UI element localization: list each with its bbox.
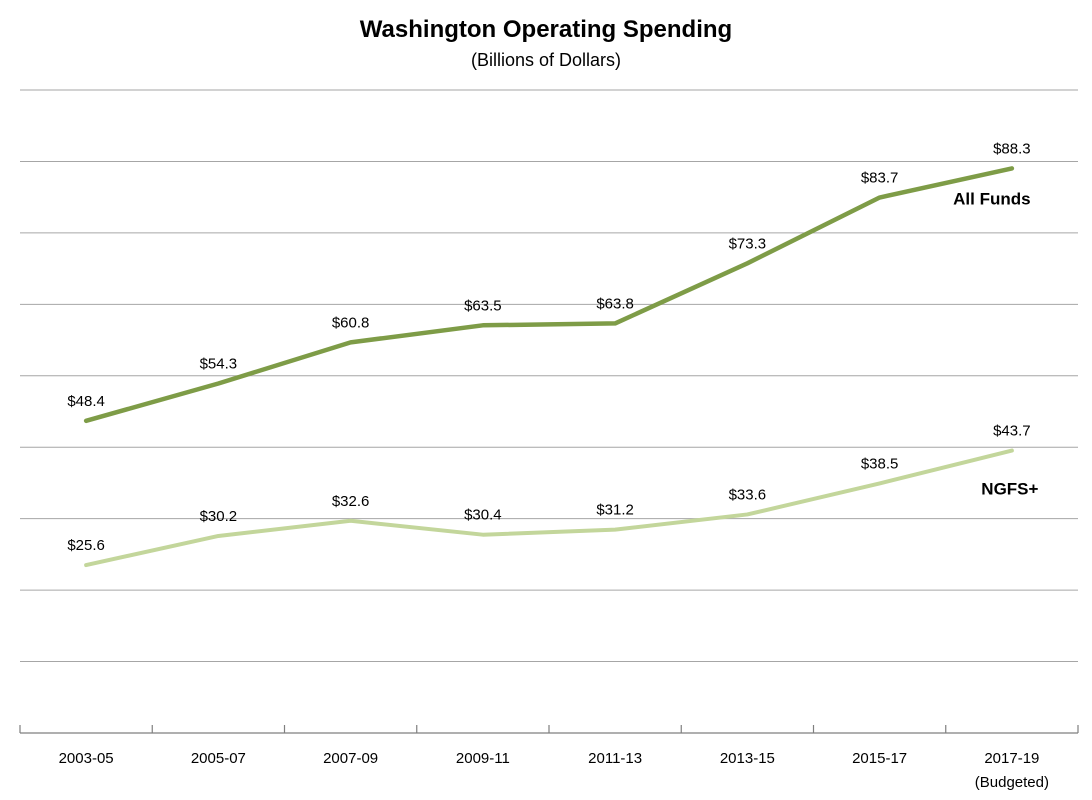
x-axis-label: 2007-09	[323, 750, 378, 767]
series-line-all-funds	[83, 166, 1015, 424]
data-label: $63.5	[464, 297, 502, 314]
data-label: $63.8	[596, 295, 634, 312]
x-axis-label: 2009-11	[456, 750, 510, 767]
data-label: $83.7	[861, 170, 899, 187]
x-axis-label: 2017-19	[984, 750, 1039, 767]
data-label: $88.3	[993, 140, 1031, 157]
data-label: $30.4	[464, 507, 502, 524]
data-label: $73.3	[729, 235, 767, 252]
data-label: $31.2	[596, 502, 634, 519]
data-label: $30.2	[200, 508, 238, 525]
data-label: $38.5	[861, 455, 899, 472]
x-axis-label: 2013-15	[720, 750, 775, 767]
data-label: $48.4	[67, 393, 105, 410]
x-axis-label: 2005-07	[191, 750, 246, 767]
series-line-ngfs-	[84, 448, 1014, 568]
chart-subtitle: (Billions of Dollars)	[470, 50, 622, 70]
series-name-label: NGFS+	[981, 480, 1038, 499]
data-label: $32.6	[332, 493, 370, 510]
data-label: $54.3	[200, 355, 238, 372]
x-axis-sublabel: (Budgeted)	[975, 774, 1049, 791]
series-name-label: All Funds	[953, 189, 1030, 208]
x-axis-label: 2003-05	[59, 750, 114, 767]
data-label: $43.7	[993, 423, 1031, 440]
data-label: $33.6	[729, 486, 767, 503]
chart-title: Washington Operating Spending	[359, 16, 733, 43]
data-label: $25.6	[67, 537, 105, 554]
data-label: $60.8	[332, 314, 370, 331]
x-axis-label: 2011-13	[588, 750, 642, 767]
x-axis-label: 2015-17	[852, 750, 907, 767]
